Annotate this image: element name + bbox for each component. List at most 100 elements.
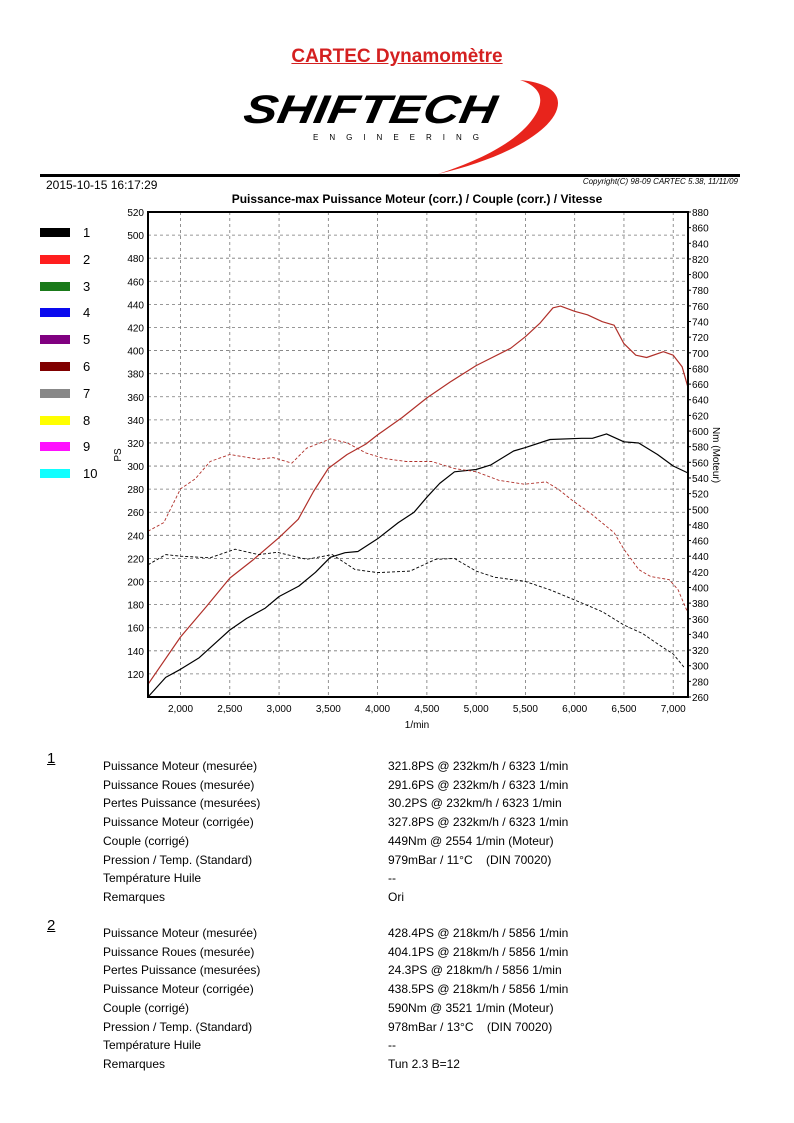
y-right-tick-label: 640 (692, 396, 709, 407)
legend-swatch (40, 335, 70, 345)
result-value: 327.8PS @ 232km/h / 6323 1/min (388, 815, 569, 830)
y-right-tick-label: 320 (692, 646, 709, 657)
result-label: Pertes Puissance (mesurées) (103, 796, 261, 811)
legend-label: 9 (83, 439, 91, 455)
legend-label: 3 (83, 278, 91, 294)
y-tick-label: 180 (127, 601, 144, 612)
x-tick-label: 4,500 (414, 704, 439, 715)
x-tick-label: 2,500 (217, 704, 242, 715)
y-tick-label: 360 (127, 393, 144, 404)
chart-title: Puissance-max Puissance Moteur (corr.) /… (231, 192, 603, 206)
series-run1-torque (147, 548, 685, 668)
series-run1-power (147, 433, 689, 698)
x-tick-label: 3,000 (267, 704, 292, 715)
logo-swoosh (438, 80, 558, 174)
plot-frame (147, 211, 689, 698)
result-value: 978mBar / 13°C (DIN 70020) (388, 1019, 553, 1034)
y-right-tick-label: 680 (692, 364, 709, 375)
dyno-chart: 2,000 2,500 3,000 3,500 4,000 4,500 5,000 5,500… (113, 208, 721, 731)
y-tick-label: 400 (127, 347, 144, 358)
result-value: 404.1PS @ 218km/h / 5856 1/min (388, 944, 569, 959)
series-run2-torque (147, 438, 689, 614)
legend-label: 10 (83, 466, 98, 482)
result-value: 590Nm @ 3521 1/min (Moteur) (388, 1000, 554, 1015)
result-label: Température Huile (103, 871, 202, 886)
logo-brand: SHIFTECH (240, 87, 501, 132)
legend-swatch (40, 228, 70, 237)
y-tick-label: 300 (127, 462, 144, 473)
result-label: Pertes Puissance (mesurées) (103, 963, 261, 978)
y-right-tick-label: 880 (692, 208, 709, 219)
y-right-tick-label: 760 (692, 302, 709, 313)
result-label: Pression / Temp. (Standard) (103, 1019, 253, 1034)
y-tick-label: 120 (127, 670, 144, 681)
x-tick-label: 3,500 (316, 704, 341, 715)
y-right-tick-label: 280 (692, 677, 709, 688)
legend-label: 2 (83, 251, 91, 267)
grid (148, 212, 688, 697)
x-tick-label: 4,000 (365, 704, 390, 715)
result-value: Ori (388, 889, 404, 904)
x-tick-label: 5,500 (513, 704, 538, 715)
x-tick-label: 6,500 (611, 704, 636, 715)
y-right-tick-label: 400 (692, 583, 709, 594)
y-right-tick-label: 480 (692, 521, 709, 532)
result-label: Température Huile (103, 1038, 202, 1053)
result-label: Puissance Roues (mesurée) (103, 777, 255, 792)
y-tick-label: 260 (127, 508, 144, 519)
y-right-tick-label: 360 (692, 615, 709, 626)
result-label: Puissance Moteur (mesurée) (103, 759, 258, 773)
header-rule (40, 174, 740, 177)
y-right-tick-label: 460 (692, 537, 709, 548)
y-tick-label: 500 (127, 231, 144, 242)
y-tick-label: 440 (127, 300, 144, 311)
legend-label: 1 (83, 225, 91, 240)
y-right-tick-label: 840 (692, 239, 709, 250)
legend-swatch (40, 308, 70, 318)
y-tick-label: 520 (127, 208, 144, 219)
result-label: Puissance Moteur (mesurée) (103, 926, 258, 940)
legend-label: 6 (83, 359, 91, 374)
y-tick-label: 220 (127, 554, 144, 565)
x-tick-label: 7,000 (661, 704, 686, 715)
series-run2-power (147, 305, 689, 685)
result-label: Puissance Moteur (corrigée) (103, 982, 254, 997)
result-label: Remarques (103, 889, 166, 904)
y-right-tick-label: 780 (692, 286, 709, 297)
y-right-tick-label: 620 (692, 411, 709, 422)
logo-tagline: ENGINEERING (313, 133, 490, 142)
result-value: 321.8PS @ 232km/h / 6323 1/min (388, 759, 569, 773)
y-right-tick-label: 260 (692, 693, 709, 704)
y-right-tick-label: 420 (692, 568, 709, 579)
legend-label: 8 (83, 412, 91, 428)
document-title: CARTEC Dynamomètre (0, 46, 794, 68)
legend-swatch (40, 254, 70, 264)
y-right-tick-label: 380 (692, 599, 709, 610)
run-number: 2 (47, 917, 56, 934)
y-tick-label: 140 (127, 647, 144, 658)
x-axis-label: 1/min (405, 720, 429, 731)
copyright: Copyright(C) 98-09 CARTEC 5.38, 11/11/09 (582, 177, 738, 186)
result-value: 428.4PS @ 218km/h / 5856 1/min (388, 926, 569, 940)
result-value: 438.5PS @ 218km/h / 5856 1/min (388, 982, 569, 997)
series-group (147, 305, 689, 698)
legend-label: 4 (83, 305, 91, 321)
y-tick-label: 420 (127, 323, 144, 334)
run-number: 1 (47, 750, 56, 767)
legend-swatch (40, 362, 70, 371)
result-value: -- (388, 1038, 396, 1053)
legend-label: 7 (83, 385, 91, 401)
y-right-tick-label: 520 (692, 490, 709, 501)
legend-swatch (40, 388, 70, 398)
result-value: -- (388, 871, 396, 886)
shiftech-logo: SHIFTECH ENGINEERING (240, 80, 558, 174)
result-value: 30.2PS @ 232km/h / 6323 1/min (388, 796, 562, 811)
y-right-tick-label: 700 (692, 349, 709, 360)
result-label: Couple (corrigé) (103, 833, 190, 848)
result-label: Couple (corrigé) (103, 1000, 190, 1015)
result-value: 979mBar / 11°C (DIN 70020) (388, 852, 552, 867)
y-tick-label: 160 (127, 624, 144, 635)
y-right-tick-label: 500 (692, 505, 709, 516)
y-tick-label: 380 (127, 370, 144, 381)
y-tick-label: 480 (127, 254, 144, 265)
